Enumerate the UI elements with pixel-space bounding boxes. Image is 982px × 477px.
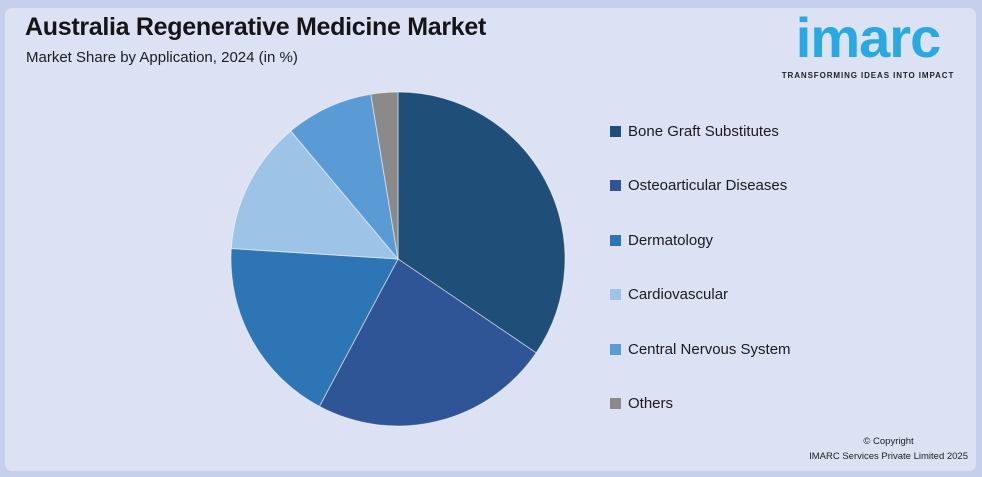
legend-label: Central Nervous System [628,340,791,358]
copyright-line2: IMARC Services Private Limited 2025 [809,451,968,462]
pie-slice-osteoarticular-diseases [318,258,537,427]
legend-item: Osteoarticular Diseases [610,177,791,194]
legend-item: Cardiovascular [610,286,791,303]
pie-chart [230,91,566,427]
legend-marker-icon [610,398,621,409]
legend-item: Bone Graft Substitutes [610,122,791,140]
pie-slice-cardiovascular [230,130,399,260]
imarc-logo: imarc TRANSFORMING IDEAS INTO IMPACT [770,6,966,80]
imarc-tagline: TRANSFORMING IDEAS INTO IMPACT [781,71,955,80]
legend-label: Osteoarticular Diseases [628,177,788,194]
page-title: Australia Regenerative Medicine Market [25,13,487,41]
pie-slice-others [370,91,399,260]
legend-label: Others [628,395,674,412]
imarc-wordmark: imarc [795,6,941,69]
chart-legend: Bone Graft Substitutes Osteoarticular Dis… [610,123,791,412]
legend-item: Others [610,395,791,412]
pie-slice-central-nervous-system [290,93,399,260]
pie-chart-svg [230,91,566,427]
legend-marker-icon [610,234,621,246]
legend-marker-icon [610,343,621,355]
legend-label: Cardiovascular [628,286,729,303]
pie-slice-bone-graft-substitutes [397,91,566,354]
legend-label: Dermatology [628,231,714,249]
copyright-notice: © Copyright IMARC Services Private Limit… [809,434,968,464]
copyright-line1: © Copyright [863,436,914,447]
legend-marker-icon [610,125,621,137]
legend-item: Dermatology [610,231,791,249]
legend-item: Central Nervous System [610,340,791,358]
legend-label: Bone Graft Substitutes [628,122,779,140]
pie-slice-dermatology [230,248,399,407]
legend-marker-icon [610,180,621,191]
page-subtitle: Market Share by Application, 2024 (in %) [26,49,298,66]
legend-marker-icon [610,289,621,300]
